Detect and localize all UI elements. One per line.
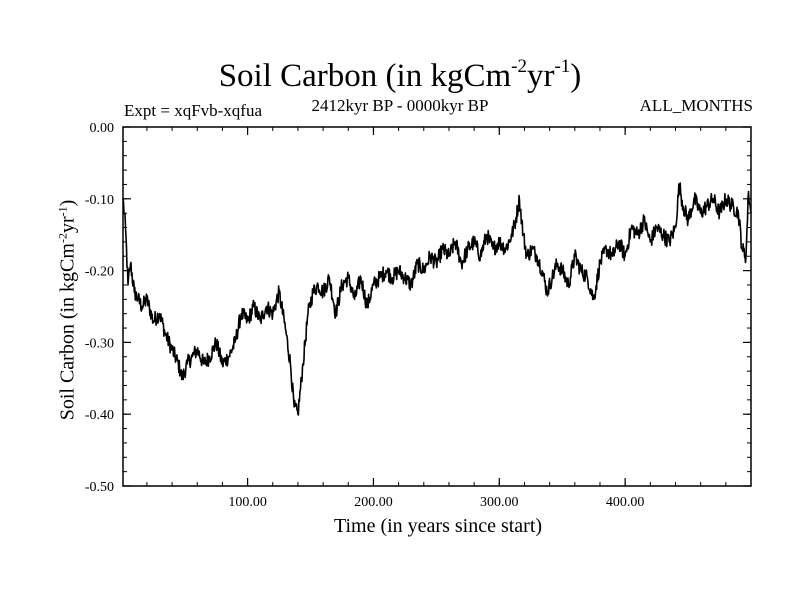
y-axis: 0.00 -0.10 -0.20 -0.30 -0.40 -0.50: [85, 121, 751, 495]
months-label: ALL_MONTHS: [639, 96, 753, 115]
y-tick-label: -0.30: [85, 336, 114, 351]
y-tick-label: -0.50: [85, 480, 114, 495]
y-tick-label: -0.40: [85, 408, 114, 423]
x-axis-title: Time (in years since start): [333, 515, 543, 537]
period-label: 2412kyr BP - 0000kyr BP: [311, 96, 489, 115]
x-tick-label: 400.00: [606, 495, 645, 510]
x-axis: 100.00 200.00 300.00 400.00: [146, 127, 727, 510]
x-tick-label: 300.00: [480, 495, 519, 510]
y-tick-label: -0.20: [85, 265, 114, 280]
y-tick-label: -0.10: [85, 193, 114, 208]
series-layer: [122, 182, 752, 416]
x-tick-label: 200.00: [354, 495, 393, 510]
chart-title: Soil Carbon (in kgCm-2yr-1): [218, 56, 582, 94]
x-tick-label: 100.00: [228, 495, 267, 510]
y-tick-label: 0.00: [90, 121, 115, 136]
experiment-label: Expt = xqFvb-xqfua: [124, 101, 263, 120]
series-line-soil-carbon: [122, 182, 752, 416]
plot-frame: [122, 126, 752, 487]
